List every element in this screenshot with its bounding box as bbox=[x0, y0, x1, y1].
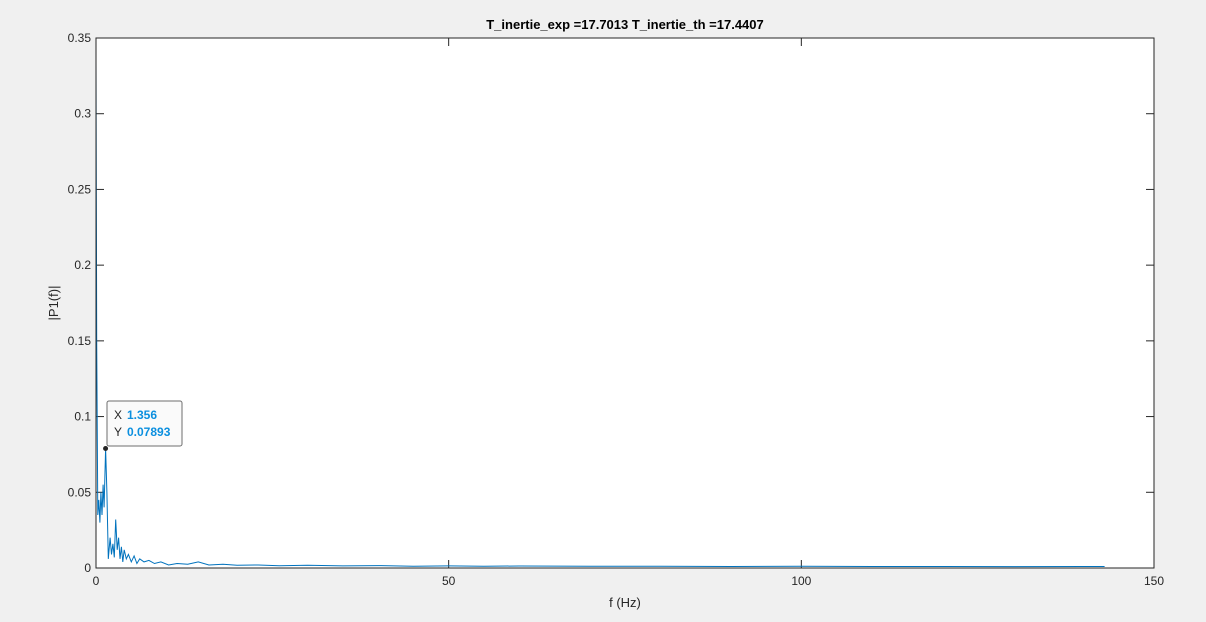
datatip-y-value: 0.07893 bbox=[127, 425, 171, 439]
series-line bbox=[95, 60, 1105, 568]
axes-box bbox=[95, 37, 1155, 569]
y-tick-label: 0.35 bbox=[68, 31, 92, 45]
x-tick-label: 150 bbox=[1144, 574, 1164, 588]
datatip-marker bbox=[103, 445, 109, 451]
y-tick-label: 0.25 bbox=[68, 182, 92, 196]
y-axis-label: |P1(f)| bbox=[46, 286, 61, 321]
y-tick-label: 0.05 bbox=[68, 485, 92, 499]
x-axis-label: f (Hz) bbox=[609, 595, 641, 610]
x-tick-label: 50 bbox=[442, 574, 456, 588]
x-tick-label: 0 bbox=[93, 574, 100, 588]
y-tick-label: 0.15 bbox=[68, 334, 92, 348]
datatip[interactable]: X 1.356 Y 0.07893 bbox=[103, 400, 183, 451]
y-tick-label: 0.3 bbox=[74, 107, 91, 121]
datatip-y-label: Y bbox=[114, 425, 122, 439]
y-tick-label: 0 bbox=[84, 561, 91, 575]
y-tick-label: 0.1 bbox=[74, 410, 91, 424]
chart-title: T_inertie_exp =17.7013 T_inertie_th =17.… bbox=[486, 17, 764, 32]
datatip-x-value: 1.356 bbox=[127, 408, 157, 422]
x-tick-label: 100 bbox=[791, 574, 811, 588]
datatip-x-label: X bbox=[114, 408, 122, 422]
y-tick-label: 0.2 bbox=[74, 258, 91, 272]
y-axis-ticks: 0 0.05 0.1 0.15 0.2 0.25 0.3 0.35 bbox=[68, 31, 1154, 575]
datatip-box bbox=[106, 400, 183, 447]
plot-area[interactable] bbox=[96, 38, 1154, 568]
